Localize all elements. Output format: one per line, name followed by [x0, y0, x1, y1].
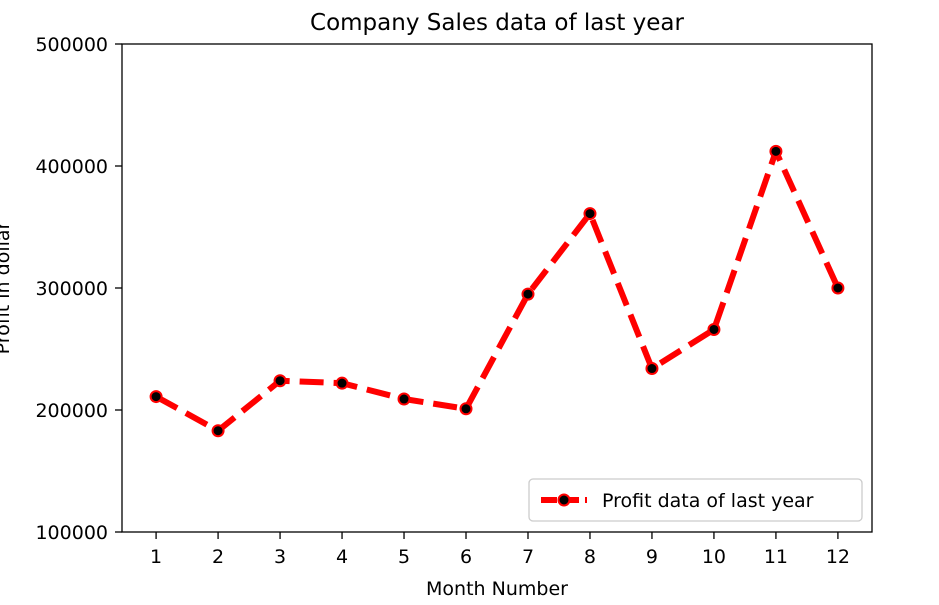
x-tick-label: 8 — [584, 546, 596, 568]
legend: Profit data of last year — [528, 478, 863, 522]
data-point-marker — [831, 281, 845, 295]
legend-marker-swatch — [557, 493, 571, 507]
legend-box — [528, 478, 863, 522]
series-line — [154, 148, 841, 434]
x-tick-label: 11 — [764, 546, 788, 568]
x-tick-label: 7 — [522, 546, 534, 568]
y-axis-ticks: 100000 200000 300000 400000 500000 — [35, 34, 122, 544]
data-point-marker — [645, 362, 659, 376]
x-tick-label: 1 — [150, 546, 162, 568]
data-point-marker — [273, 374, 287, 388]
chart-title: Company Sales data of last year — [310, 10, 685, 36]
data-point-marker — [149, 390, 163, 404]
data-point-marker — [397, 392, 411, 406]
x-tick-label: 10 — [702, 546, 726, 568]
plot-area-frame — [121, 43, 873, 533]
y-tick-label: 200000 — [35, 400, 108, 422]
y-tick-label: 400000 — [35, 156, 108, 178]
data-point-marker — [459, 402, 473, 416]
data-point-marker — [707, 322, 721, 336]
data-point-marker — [211, 424, 225, 438]
x-tick-label: 5 — [398, 546, 410, 568]
x-tick-label: 9 — [646, 546, 658, 568]
data-point-marker — [521, 287, 535, 301]
axes-frame — [121, 43, 873, 533]
y-tick-label: 300000 — [35, 278, 108, 300]
legend-label: Profit data of last year — [602, 490, 814, 512]
data-point-marker — [769, 144, 783, 158]
y-tick-label: 100000 — [35, 522, 108, 544]
x-tick-label: 12 — [826, 546, 850, 568]
x-tick-label: 6 — [460, 546, 472, 568]
x-tick-label: 4 — [336, 546, 348, 568]
x-axis-label: Month Number — [426, 578, 568, 600]
data-point-marker — [335, 376, 349, 390]
data-point-marker — [583, 207, 597, 221]
series-layer — [149, 144, 845, 438]
x-axis-ticks: 1 2 3 4 5 6 7 8 9 10 11 12 — [150, 532, 850, 568]
x-tick-label: 2 — [212, 546, 224, 568]
x-tick-label: 3 — [274, 546, 286, 568]
y-tick-label: 500000 — [35, 34, 108, 56]
y-axis-label: Profit in dollar — [0, 221, 14, 354]
